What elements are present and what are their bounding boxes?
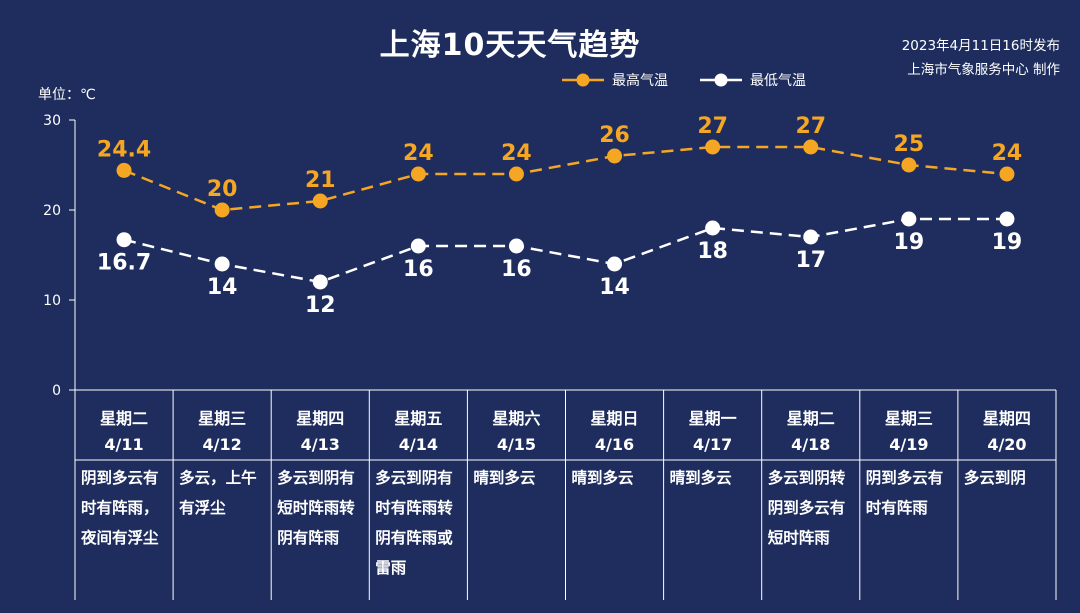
publish-time: 2023年4月11日16时发布	[901, 38, 1060, 54]
data-point-low	[410, 238, 426, 254]
weekday-label: 星期四	[296, 409, 345, 428]
data-point-low	[508, 238, 524, 254]
weather-description: 多云到阴	[963, 469, 1026, 487]
data-point-high	[803, 139, 819, 155]
data-point-high	[508, 166, 524, 182]
date-label: 4/19	[889, 435, 929, 454]
weather-description: 多云，上午有浮尘	[179, 469, 257, 517]
date-label: 4/11	[104, 435, 144, 454]
weather-description: 多云到阴有短时阵雨转阴有阵雨	[277, 469, 355, 547]
data-point-high	[607, 148, 623, 164]
data-label-high: 24	[992, 141, 1023, 166]
date-label: 4/18	[791, 435, 831, 454]
data-label-high: 24.4	[97, 137, 151, 162]
data-point-low	[214, 256, 230, 272]
data-point-low	[116, 232, 132, 248]
data-label-low: 14	[207, 275, 238, 300]
data-point-low	[705, 220, 721, 236]
weekday-label: 星期五	[394, 409, 443, 428]
data-point-high	[312, 193, 328, 209]
data-label-low: 19	[992, 230, 1023, 255]
weekday-label: 星期一	[688, 409, 737, 428]
date-label: 4/15	[496, 435, 537, 454]
data-point-low	[607, 256, 623, 272]
weather-description: 多云到阴转阴到多云有短时阵雨	[767, 469, 846, 547]
weekday-label: 星期四	[982, 409, 1031, 428]
data-label-low: 14	[599, 275, 630, 300]
series-line-high	[123, 145, 1008, 212]
data-label-low: 12	[305, 293, 336, 318]
series-line-low	[123, 217, 1007, 284]
data-point-high	[901, 157, 917, 173]
data-label-low: 16.7	[97, 251, 151, 276]
publish-source: 上海市气象服务中心 制作	[907, 62, 1060, 78]
weekday-label: 星期六	[492, 409, 541, 428]
weekday-label: 星期二	[100, 409, 149, 428]
data-label-high: 26	[599, 123, 630, 148]
legend-marker-low-icon	[700, 73, 742, 87]
data-label-high: 20	[207, 177, 238, 202]
data-point-high	[214, 202, 230, 218]
date-label: 4/20	[987, 435, 1027, 454]
data-label-low: 17	[795, 248, 826, 273]
legend-marker-high-icon	[562, 73, 604, 87]
weather-description: 阴到多云有时有阵雨，夜间有浮尘	[81, 469, 159, 547]
data-point-high	[705, 139, 721, 155]
weather-description: 晴到多云	[571, 469, 634, 487]
date-label: 4/16	[594, 435, 635, 454]
weather-description: 晴到多云	[473, 469, 536, 487]
legend-item-low: 最低气温	[698, 70, 806, 90]
data-label-high: 24	[501, 141, 532, 166]
data-point-high	[999, 166, 1015, 182]
chart-title: 上海10天天气趋势	[379, 28, 641, 63]
legend: 最高气温 最低气温	[560, 70, 836, 90]
date-label: 4/14	[398, 435, 438, 454]
data-point-high	[410, 166, 426, 182]
data-label-high: 25	[894, 132, 925, 157]
data-point-low	[312, 274, 328, 290]
data-label-high: 27	[795, 114, 826, 139]
data-point-low	[901, 211, 917, 227]
date-label: 4/12	[202, 435, 242, 454]
legend-item-high: 最高气温	[560, 70, 668, 90]
y-tick-label: 30	[43, 113, 61, 129]
weather-description: 多云到阴有时有阵雨转阴有阵雨或雷雨	[375, 469, 453, 577]
weekday-label: 星期三	[884, 409, 933, 428]
unit-label: 单位：℃	[38, 87, 96, 103]
data-label-low: 19	[894, 230, 925, 255]
y-tick-label: 0	[52, 383, 61, 399]
data-label-high: 27	[697, 114, 728, 139]
publish-info: 2023年4月11日16时发布 上海市气象服务中心 制作	[902, 34, 1060, 82]
data-label-low: 16	[403, 257, 434, 282]
y-tick-label: 20	[43, 203, 61, 219]
weather-description: 晴到多云	[669, 469, 732, 487]
data-point-low	[803, 229, 819, 245]
data-point-high	[116, 162, 132, 178]
data-label-high: 24	[403, 141, 434, 166]
weekday-label: 星期二	[786, 409, 835, 428]
y-tick-label: 10	[43, 293, 61, 309]
data-point-low	[999, 211, 1015, 227]
date-label: 4/17	[693, 435, 733, 454]
data-label-low: 16	[501, 257, 532, 282]
legend-label-low: 最低气温	[750, 73, 806, 89]
weather-description: 阴到多云有时有阵雨	[865, 469, 944, 517]
legend-label-high: 最高气温	[612, 73, 668, 89]
data-label-low: 18	[697, 239, 728, 264]
weekday-label: 星期三	[198, 409, 247, 428]
weekday-label: 星期日	[590, 409, 639, 428]
date-label: 4/13	[300, 435, 340, 454]
data-label-high: 21	[305, 168, 336, 193]
